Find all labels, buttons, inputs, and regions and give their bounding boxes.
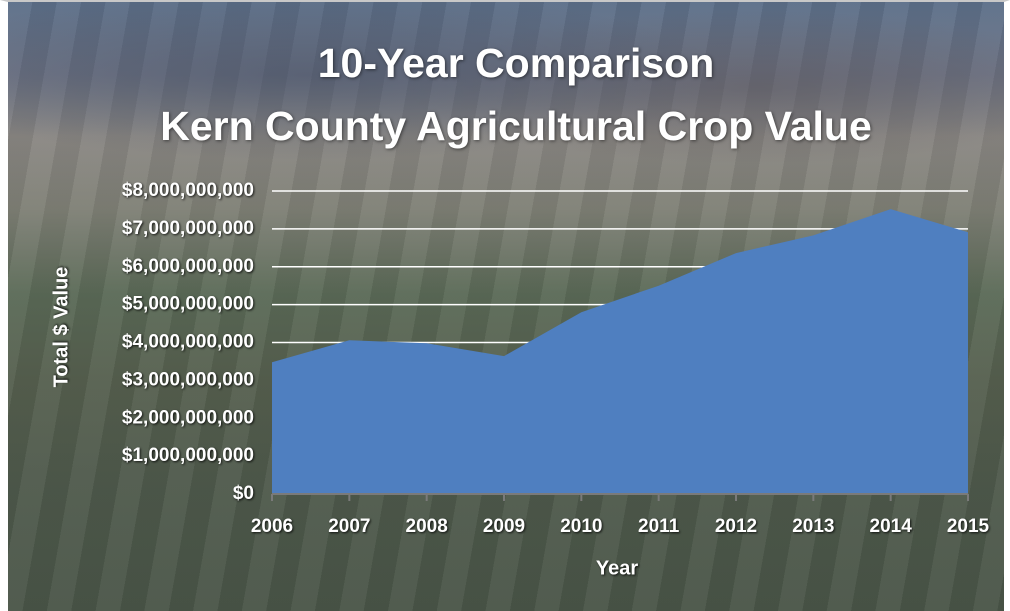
chart: 10-Year Comparison Kern County Agricultu… [50, 40, 990, 579]
y-tick-label: $7,000,000,000 [122, 218, 254, 239]
x-tick-label: 2006 [251, 516, 293, 537]
y-tick-label: $5,000,000,000 [122, 294, 254, 315]
y-tick-label: $1,000,000,000 [122, 445, 254, 466]
y-tick-label: $8,000,000,000 [122, 180, 254, 201]
x-tick-label: 2013 [792, 516, 834, 537]
y-tick-label: $0 [233, 483, 254, 504]
x-tick-label: 2009 [483, 516, 525, 537]
y-tick-label: $2,000,000,000 [122, 407, 254, 428]
x-tick-label: 2012 [715, 516, 757, 537]
y-tick-label: $4,000,000,000 [122, 332, 254, 353]
y-tick-label: $3,000,000,000 [122, 369, 254, 390]
chart-subtitle: Kern County Agricultural Crop Value [160, 103, 872, 149]
y-tick-label: $6,000,000,000 [122, 256, 254, 277]
x-tick-label: 2008 [406, 516, 448, 537]
x-tick-label: 2011 [638, 516, 680, 537]
y-axis-label: Total $ Value [50, 267, 72, 388]
chart-title: 10-Year Comparison [318, 40, 715, 86]
x-axis-label: Year [596, 557, 638, 579]
area [272, 209, 968, 494]
x-tick-label: 2010 [560, 516, 602, 537]
x-tick-label: 2007 [328, 516, 370, 537]
x-tick-label: 2014 [870, 516, 913, 537]
x-tick-label: 2015 [947, 516, 990, 537]
